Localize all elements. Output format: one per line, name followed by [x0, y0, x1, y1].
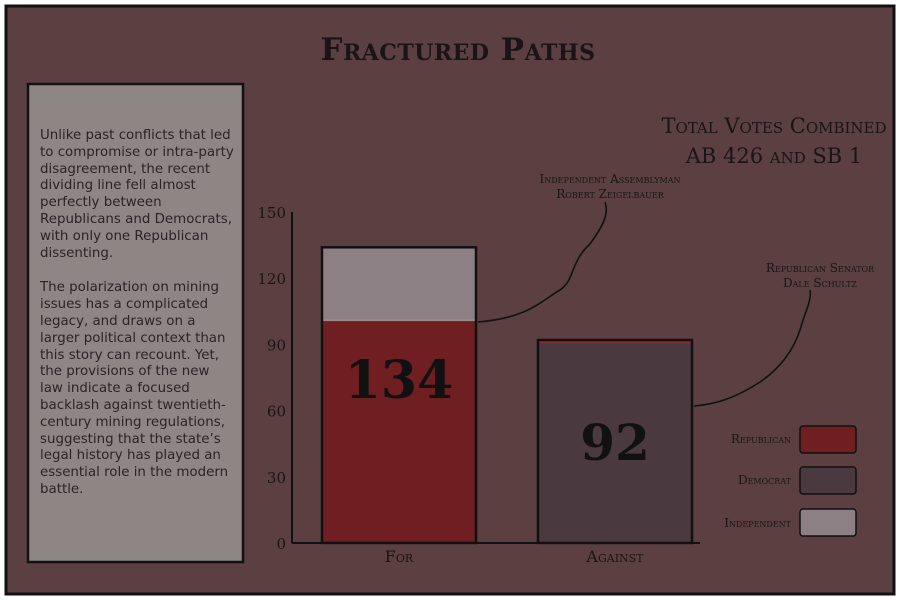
annotation-leader-independent [477, 201, 608, 323]
y-tick-label: 120 [257, 270, 286, 288]
bar-segment-independent [322, 247, 476, 321]
annotation-independent-name: Robert Zeigelbauer [556, 187, 664, 201]
y-tick-label: 30 [267, 469, 286, 487]
bar-segment-democrat [538, 342, 692, 543]
annotation-independent-role: Independent Assemblyman [539, 172, 681, 186]
bar-outline [536, 338, 694, 545]
bar-outline [320, 246, 478, 545]
bar-value-label: 134 [345, 350, 454, 411]
legend-label-independent: Independent [724, 516, 791, 530]
legend-label-democrat: Democrat [737, 473, 791, 487]
legend-swatch-republican [799, 425, 857, 454]
legend-swatch-democrat [799, 466, 857, 495]
chart-title-line1: Total Votes Combined [661, 114, 887, 138]
x-category-label: For [385, 547, 414, 566]
y-tick-label: 0 [276, 535, 286, 553]
y-tick-label: 60 [267, 403, 286, 421]
sidebar-text: Unlike past conflicts that led to compro… [40, 128, 235, 517]
legend-label-republican: Republican [730, 432, 791, 446]
sidebar-paragraph: The polarization on mining issues has a … [40, 280, 229, 497]
y-tick-label: 90 [267, 336, 286, 354]
y-tick-label: 150 [257, 204, 286, 222]
x-category-label: Against [585, 547, 644, 566]
page-title: Fractured Paths [320, 32, 596, 68]
bar-value-label: 92 [580, 413, 650, 472]
annotation-republican: Republican Senator Dale Schultz [740, 261, 900, 291]
bar-segment-republican [322, 320, 476, 543]
chart-title-line2: AB 426 and SB 1 [685, 144, 863, 168]
annotation-leader-republican [693, 289, 812, 407]
sidebar-box [26, 82, 245, 564]
annotation-republican-role: Republican Senator [765, 261, 875, 275]
sidebar-paragraph: Unlike past conflicts that led to compro… [40, 128, 234, 261]
annotation-independent: Independent Assemblyman Robert Zeigelbau… [520, 172, 700, 202]
legend-swatch-independent [799, 508, 857, 537]
annotation-republican-name: Dale Schultz [783, 276, 857, 290]
